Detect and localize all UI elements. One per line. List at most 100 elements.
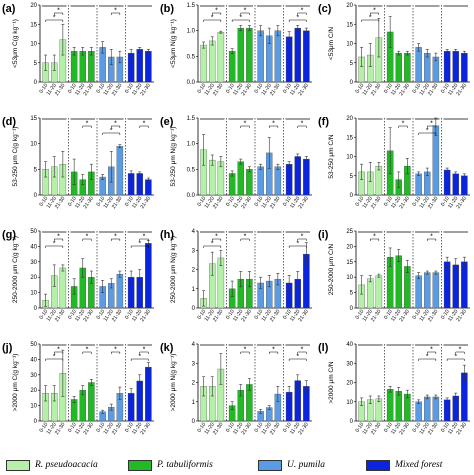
y-tick-label: 5 — [350, 291, 354, 297]
y-tick-label: 0 — [34, 80, 38, 86]
bar — [228, 51, 236, 83]
bar — [79, 51, 87, 83]
y-tick-label: 0 — [350, 80, 354, 86]
significance-bracket — [111, 125, 121, 128]
significance-star: * — [239, 15, 242, 22]
chart-panel: (h)250-2000 μm N(g kg⁻¹)012340-1011-2021… — [160, 229, 312, 323]
y-tick-label: 2 — [192, 381, 196, 387]
x-tick-label: 0-10 — [38, 196, 49, 208]
bar — [303, 158, 310, 196]
y-tick-label: 0 — [192, 419, 196, 425]
y-tick-label: 40 — [346, 342, 353, 348]
significance-bracket — [427, 351, 437, 354]
x-tick-label: 0-10 — [95, 422, 106, 434]
significance-bracket — [269, 125, 279, 128]
bar — [70, 51, 78, 83]
significance-star: * — [459, 347, 462, 354]
significance-star: * — [110, 128, 113, 135]
bar — [424, 396, 431, 422]
bar — [375, 165, 383, 196]
significance-bracket — [269, 351, 279, 354]
significance-star: * — [53, 354, 56, 361]
significance-star: * — [211, 241, 214, 248]
bar — [461, 261, 468, 309]
significance-bracket — [297, 12, 307, 15]
x-tick-label: 0-10 — [67, 83, 78, 95]
x-tick-label: 0-10 — [411, 422, 422, 434]
bar — [274, 166, 282, 196]
bar — [395, 391, 403, 422]
legend-label: R. pseudoacacia — [35, 460, 98, 470]
significance-bracket — [370, 238, 380, 241]
bar — [432, 396, 440, 422]
x-tick-label: 0-10 — [354, 83, 365, 95]
y-tick-label: 4 — [192, 229, 196, 235]
significance-star: * — [244, 347, 247, 354]
bar — [116, 146, 124, 196]
legend-item-u-pumila: U. pumila — [258, 458, 325, 472]
x-tick-label: 0-10 — [440, 83, 451, 95]
bar — [228, 173, 236, 196]
x-tick-label: 0-10 — [196, 309, 207, 321]
chart-panel: (d)53-250 μm C(g kg⁻¹)0510150-1011-2021-… — [2, 116, 154, 210]
bar — [415, 173, 422, 196]
chart-panel: (e)53-250 μm N(g kg⁻¹)0.00.51.01.50-1011… — [160, 116, 312, 210]
significance-star: * — [143, 121, 146, 128]
y-axis-label: 250-2000 μm C(g kg⁻¹) — [12, 236, 19, 303]
significance-bracket — [203, 19, 222, 22]
x-tick-label: 0-10 — [124, 309, 135, 321]
x-tick-label: 0-10 — [282, 83, 293, 95]
significance-bracket — [231, 19, 250, 22]
x-tick-label: 0-10 — [196, 83, 207, 95]
bar — [452, 264, 459, 309]
y-tick-label: 1 — [192, 287, 196, 293]
y-tick-label: 50 — [30, 342, 37, 348]
significance-star: * — [296, 241, 299, 248]
significance-bracket — [288, 245, 307, 248]
bar — [246, 169, 253, 196]
y-tick-label: 10 — [30, 404, 37, 410]
chart-panel: (a)<53μm C(g kg⁻¹)051015200-1011-2021-30… — [2, 3, 154, 97]
significance-bracket — [102, 132, 121, 135]
x-tick-label: 0-10 — [225, 83, 236, 95]
significance-star: * — [57, 347, 60, 354]
x-tick-label: 0-10 — [411, 83, 422, 95]
significance-bracket — [297, 125, 307, 128]
significance-star: * — [211, 15, 214, 22]
chart-panel: (j)>2000 μm C(g kg⁻¹)010203040500-1011-2… — [2, 342, 154, 436]
significance-star: * — [114, 8, 117, 15]
legend-label: Mixed forest — [395, 460, 443, 470]
bar — [452, 173, 459, 196]
panel-label: (l) — [318, 342, 329, 354]
bar — [415, 275, 422, 309]
significance-bracket — [240, 12, 250, 15]
y-tick-label: 2 — [192, 268, 196, 274]
x-tick-label: 0-10 — [95, 83, 106, 95]
significance-star: * — [301, 121, 304, 128]
significance-star: * — [369, 15, 372, 22]
panel-label: (d) — [2, 116, 16, 128]
significance-star: * — [430, 121, 433, 128]
significance-bracket — [418, 132, 437, 135]
significance-star: * — [426, 128, 429, 135]
bar — [88, 382, 95, 422]
bar — [285, 164, 293, 196]
bar — [294, 156, 301, 196]
y-axis-label: 53-250 μm N(g kg⁻¹) — [170, 127, 177, 187]
bar — [136, 173, 143, 196]
significance-star: * — [143, 347, 146, 354]
y-tick-label: 10 — [346, 155, 353, 161]
bar — [209, 40, 216, 83]
bar — [59, 267, 67, 309]
y-tick-label: 1.0 — [187, 142, 196, 148]
significance-star: * — [143, 234, 146, 241]
significance-bracket — [297, 351, 307, 354]
x-tick-label: 0-10 — [124, 83, 135, 95]
y-axis-label: >2000 μm N(g kg⁻¹) — [170, 354, 177, 412]
significance-star: * — [301, 347, 304, 354]
y-tick-label: 20 — [346, 244, 353, 250]
significance-star: * — [373, 234, 376, 241]
bar — [375, 275, 383, 309]
y-tick-label: 0 — [192, 306, 196, 312]
